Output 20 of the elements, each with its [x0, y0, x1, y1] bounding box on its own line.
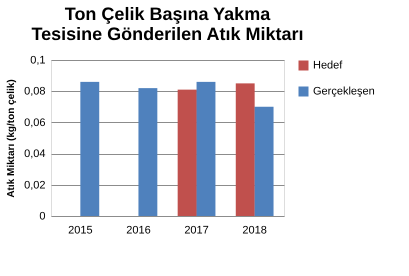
bar	[196, 82, 216, 216]
y-tick-label: 0,06	[24, 116, 46, 129]
bar	[236, 83, 255, 216]
y-tick-label: 0	[39, 210, 46, 222]
x-tick-label: 2018	[242, 224, 267, 236]
x-tick-label: 2017	[184, 224, 209, 236]
bar	[178, 90, 197, 216]
bar	[254, 106, 274, 216]
y-tick-label: 0,02	[24, 179, 46, 192]
legend-label: Gerçekleşen	[313, 86, 375, 98]
bar	[138, 88, 158, 216]
x-tick-label: 2015	[68, 224, 93, 236]
chart-title: Ton Çelik Başına Yakma Tesisine Gönderilen Atık Miktarı	[31, 4, 304, 44]
y-axis-title: Atık Miktarı (kg/ton çelik)	[6, 79, 18, 198]
bar	[80, 82, 100, 216]
legend-label: Hedef	[313, 60, 344, 72]
x-tick-label: 2016	[126, 224, 151, 236]
y-tick-label: 0,1	[30, 54, 46, 66]
y-tick-label: 0,08	[24, 86, 46, 98]
y-tick-label: 0,04	[24, 148, 46, 160]
